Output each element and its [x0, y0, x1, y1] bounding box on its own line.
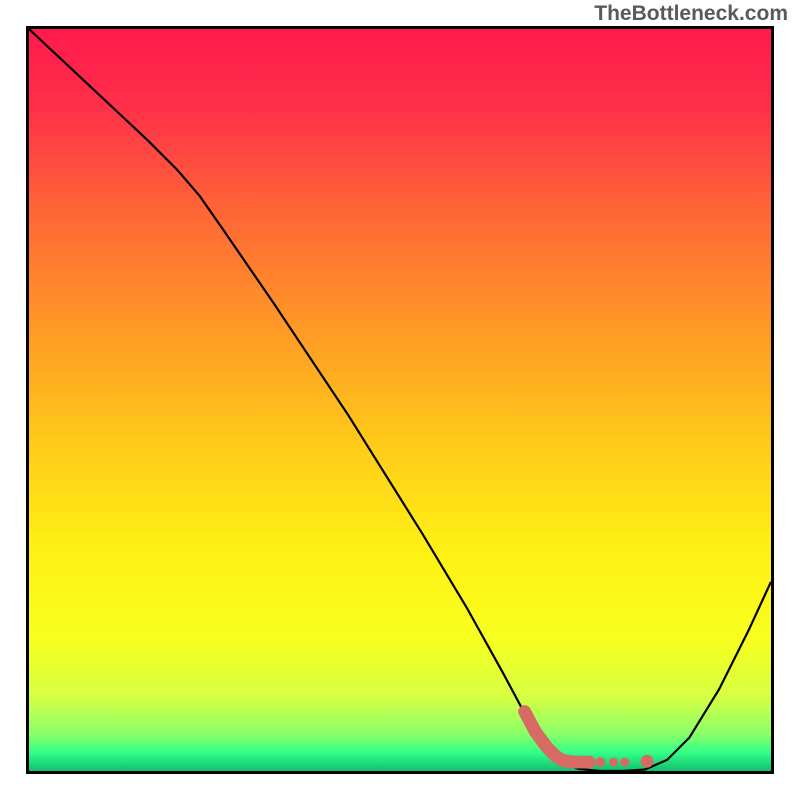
watermark-text: TheBottleneck.com	[594, 2, 788, 26]
main-curve	[29, 29, 771, 771]
marker-stroke	[525, 712, 590, 762]
chart-overlay	[29, 29, 771, 771]
marker-dots	[595, 755, 653, 768]
chart-plot-area	[26, 26, 774, 774]
